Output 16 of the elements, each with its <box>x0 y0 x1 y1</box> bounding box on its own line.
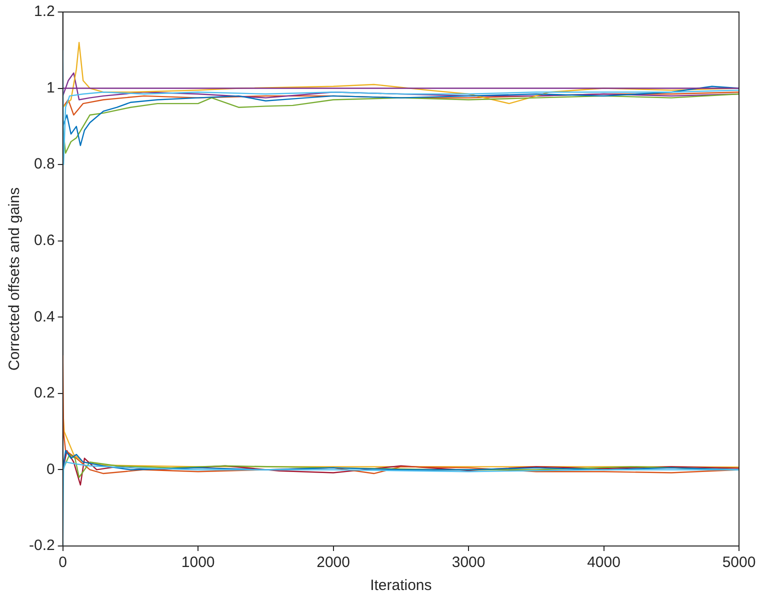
x-axis-title: Iterations <box>370 577 432 594</box>
x-tick-label: 4000 <box>587 554 620 572</box>
y-axis-title: Corrected offsets and gains <box>6 187 24 371</box>
y-tick-label: 0.6 <box>34 232 55 249</box>
y-tick-label: -0.2 <box>28 537 55 554</box>
y-tick-label: 1.2 <box>34 3 55 20</box>
x-tick-label: 2000 <box>316 554 350 572</box>
y-tick-label: 0 <box>46 460 55 478</box>
y-tick-label: 1 <box>46 79 55 96</box>
y-tick-label: 0.8 <box>34 156 55 173</box>
x-tick-label: 1000 <box>181 554 215 572</box>
x-tick-label: 3000 <box>452 554 486 572</box>
x-tick-label: 0 <box>58 554 68 572</box>
y-tick-label: 0.2 <box>34 384 55 402</box>
x-tick-label: 5000 <box>722 554 756 572</box>
y-tick-label: 0.4 <box>34 308 55 326</box>
